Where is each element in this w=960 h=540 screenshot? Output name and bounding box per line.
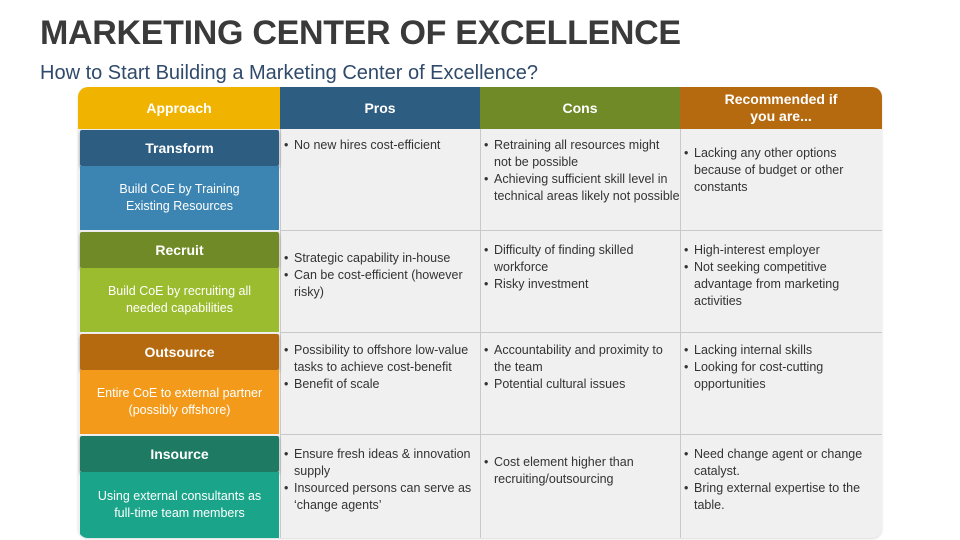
grid-divider [680, 129, 681, 538]
row-outsource-desc-line2: (possibly offshore) [128, 403, 231, 417]
page-title: MARKETING CENTER OF EXCELLENCE [40, 14, 681, 52]
list-item: Not seeking competitive advantage from m… [684, 259, 880, 310]
row-outsource-pros: Possibility to offshore low-value tasks … [284, 342, 480, 393]
row-outsource-cons: Accountability and proximity to the team… [484, 342, 680, 393]
list-item: Accountability and proximity to the team [484, 342, 680, 376]
header-pros: Pros [280, 87, 480, 129]
row-transform-desc-line1: Build CoE by Training [119, 182, 240, 196]
grid-divider [480, 129, 481, 538]
list-item: Need change agent or change catalyst. [684, 446, 880, 480]
grid-divider [280, 230, 882, 231]
row-recruit-description: Build CoE by recruiting all needed capabi… [80, 268, 279, 332]
row-transform-cons: Retraining all resources might not be po… [484, 137, 680, 205]
row-insource-pros: Ensure fresh ideas & innovation supplyIn… [284, 446, 480, 514]
row-insource-desc-line2: full-time team members [114, 506, 245, 520]
list-item: High-interest employer [684, 242, 880, 259]
page-subtitle: How to Start Building a Marketing Center… [40, 62, 539, 84]
comparison-table: Approach Pros Cons Recommended if you ar… [78, 87, 882, 538]
row-transform-description: Build CoE by Training Existing Resources [80, 166, 279, 230]
list-item: Retraining all resources might not be po… [484, 137, 680, 171]
row-transform-desc-line2: Existing Resources [125, 199, 233, 213]
list-item: Insourced persons can serve as ‘change a… [284, 480, 480, 514]
row-outsource-description: Entire CoE to external partner (possibly … [80, 370, 279, 434]
row-insource-cons: Cost element higher than recruiting/outs… [484, 454, 680, 488]
row-recruit-cons: Difficulty of finding skilled workforceR… [484, 242, 680, 293]
list-item: Can be cost-efficient (however risky) [284, 267, 480, 301]
row-outsource-recommended: Lacking internal skillsLooking for cost-… [684, 342, 880, 393]
list-item: Potential cultural issues [484, 376, 680, 393]
list-item: Cost element higher than recruiting/outs… [484, 454, 680, 488]
row-transform-recommended: Lacking any other options because of bud… [684, 145, 880, 196]
header-approach: Approach [78, 87, 280, 129]
header-recommended-line2: you are... [750, 108, 812, 124]
list-item: Lacking any other options because of bud… [684, 145, 880, 196]
list-item: Difficulty of finding skilled workforce [484, 242, 680, 276]
row-recruit-desc-line1: Build CoE by recruiting all [107, 284, 252, 298]
row-insource-recommended: Need change agent or change catalyst.Bri… [684, 446, 880, 514]
row-transform-pros: No new hires cost-efficient [284, 137, 480, 154]
row-recruit-pros: Strategic capability in-houseCan be cost… [284, 250, 480, 301]
list-item: Bring external expertise to the table. [684, 480, 880, 514]
header-cons: Cons [480, 87, 680, 129]
list-item: Possibility to offshore low-value tasks … [284, 342, 480, 376]
row-recruit-recommended: High-interest employerNot seeking compet… [684, 242, 880, 310]
list-item: Looking for cost-cutting opportunities [684, 359, 880, 393]
row-insource-label: Insource [80, 436, 279, 472]
list-item: Achieving sufficient skill level in tech… [484, 171, 680, 205]
header-recommended-line1: Recommended if [724, 91, 838, 107]
list-item: Benefit of scale [284, 376, 480, 393]
row-recruit-label: Recruit [80, 232, 279, 268]
list-item: Strategic capability in-house [284, 250, 480, 267]
list-item: Ensure fresh ideas & innovation supply [284, 446, 480, 480]
grid-divider [280, 332, 882, 333]
header-recommended: Recommended if you are... [680, 87, 882, 129]
row-insource-description: Using external consultants as full-time t… [80, 472, 279, 538]
row-transform-label: Transform [80, 130, 279, 166]
list-item: Risky investment [484, 276, 680, 293]
list-item: Lacking internal skills [684, 342, 880, 359]
row-outsource-desc-line1: Entire CoE to external partner [96, 386, 263, 400]
grid-divider [280, 434, 882, 435]
grid-divider [280, 129, 281, 538]
row-outsource-label: Outsource [80, 334, 279, 370]
list-item: No new hires cost-efficient [284, 137, 480, 154]
row-insource-desc-line1: Using external consultants as [97, 489, 262, 503]
row-recruit-desc-line2: needed capabilities [125, 301, 234, 315]
